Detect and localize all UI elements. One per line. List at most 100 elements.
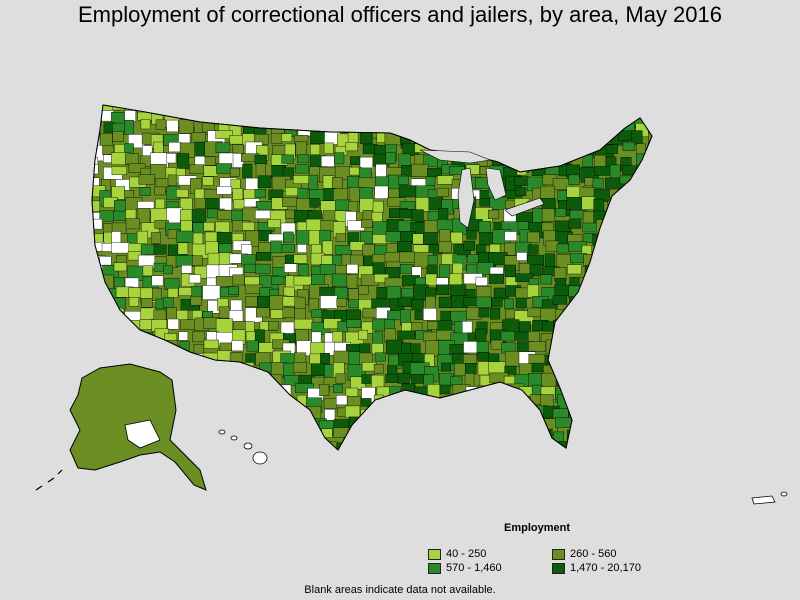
area-cell xyxy=(647,208,652,219)
area-cell xyxy=(384,132,401,146)
area-cell xyxy=(488,273,504,284)
area-cell xyxy=(283,286,295,297)
area-cell xyxy=(102,144,114,155)
area-cell xyxy=(503,121,520,132)
area-cell xyxy=(491,297,503,308)
area-cell xyxy=(553,340,566,352)
legend-label: 260 - 560 xyxy=(570,548,617,560)
area-cell xyxy=(517,407,536,423)
alaska-region xyxy=(35,363,207,491)
area-cell xyxy=(436,187,449,197)
area-cell xyxy=(597,105,609,115)
area-cell xyxy=(580,361,598,372)
area-cell xyxy=(385,231,401,243)
area-cell xyxy=(92,321,104,338)
area-cell xyxy=(584,105,594,113)
area-cell xyxy=(552,295,568,305)
area-cell xyxy=(361,219,373,228)
area-cell xyxy=(632,276,643,287)
area-cell xyxy=(218,440,238,450)
area-cell xyxy=(607,119,623,134)
area-cell xyxy=(436,219,456,232)
area-cell xyxy=(323,454,335,466)
area-cell xyxy=(449,451,465,463)
area-cell xyxy=(648,429,652,444)
area-cell xyxy=(219,363,238,376)
area-cell xyxy=(619,376,633,390)
area-cell xyxy=(620,310,635,324)
area-cell xyxy=(401,383,416,396)
area-cell xyxy=(622,397,642,410)
area-cell xyxy=(335,373,346,384)
area-cell xyxy=(647,319,652,334)
area-cell xyxy=(623,274,639,291)
area-cell xyxy=(320,295,338,309)
area-cell xyxy=(219,111,232,125)
area-cell xyxy=(542,428,553,446)
area-cell xyxy=(605,144,618,154)
area-cell xyxy=(645,253,652,266)
area-cell xyxy=(411,441,430,450)
area-cell xyxy=(584,310,603,320)
area-cell xyxy=(519,454,528,463)
area-cell xyxy=(582,131,602,143)
area-cell xyxy=(454,417,467,430)
area-cell xyxy=(636,332,648,346)
area-cell xyxy=(281,244,295,253)
area-cell xyxy=(545,105,565,114)
area-cell xyxy=(635,384,648,397)
area-cell xyxy=(112,344,129,360)
area-cell xyxy=(607,298,620,314)
area-cell xyxy=(528,341,546,352)
legend-item: 40 - 250 xyxy=(428,548,486,560)
area-cell xyxy=(268,374,283,391)
area-cell xyxy=(475,134,489,143)
area-cell xyxy=(568,450,579,458)
area-cell xyxy=(397,330,416,340)
area-cell xyxy=(215,386,235,396)
area-cell xyxy=(321,428,333,438)
area-cell xyxy=(648,240,652,252)
area-cell xyxy=(375,176,389,188)
area-cell xyxy=(532,442,545,450)
area-cell xyxy=(427,429,438,442)
area-cell xyxy=(594,154,607,168)
area-cell xyxy=(582,328,593,342)
area-cell xyxy=(568,219,582,229)
area-cell xyxy=(634,320,649,331)
area-cell xyxy=(480,407,491,424)
area-cell xyxy=(375,163,387,179)
area-cell xyxy=(258,342,275,353)
area-cell xyxy=(527,231,540,243)
area-cell xyxy=(454,395,468,406)
area-cell xyxy=(579,431,596,446)
area-cell xyxy=(438,454,455,464)
area-cell xyxy=(310,144,321,155)
area-cell xyxy=(617,428,630,439)
area-cell xyxy=(543,131,563,142)
area-cell xyxy=(527,244,539,255)
area-cell xyxy=(592,385,603,401)
area-cell xyxy=(518,419,538,429)
area-cell xyxy=(205,241,219,256)
area-cell xyxy=(360,409,373,422)
area-cell xyxy=(594,431,609,446)
area-cell xyxy=(493,132,511,146)
area-cell xyxy=(285,105,304,117)
area-cell xyxy=(309,197,320,208)
area-cell xyxy=(636,222,652,232)
area-cell xyxy=(454,119,466,133)
area-cell xyxy=(284,263,297,273)
area-cell xyxy=(216,373,232,384)
area-cell xyxy=(609,352,628,365)
area-cell xyxy=(140,307,156,320)
area-cell xyxy=(346,439,357,449)
area-cell xyxy=(583,295,597,308)
area-cell xyxy=(492,146,509,159)
area-cell xyxy=(374,185,389,199)
area-cell xyxy=(631,416,648,433)
area-cell xyxy=(246,105,261,112)
area-cell xyxy=(592,376,611,388)
area-cell xyxy=(619,343,631,354)
